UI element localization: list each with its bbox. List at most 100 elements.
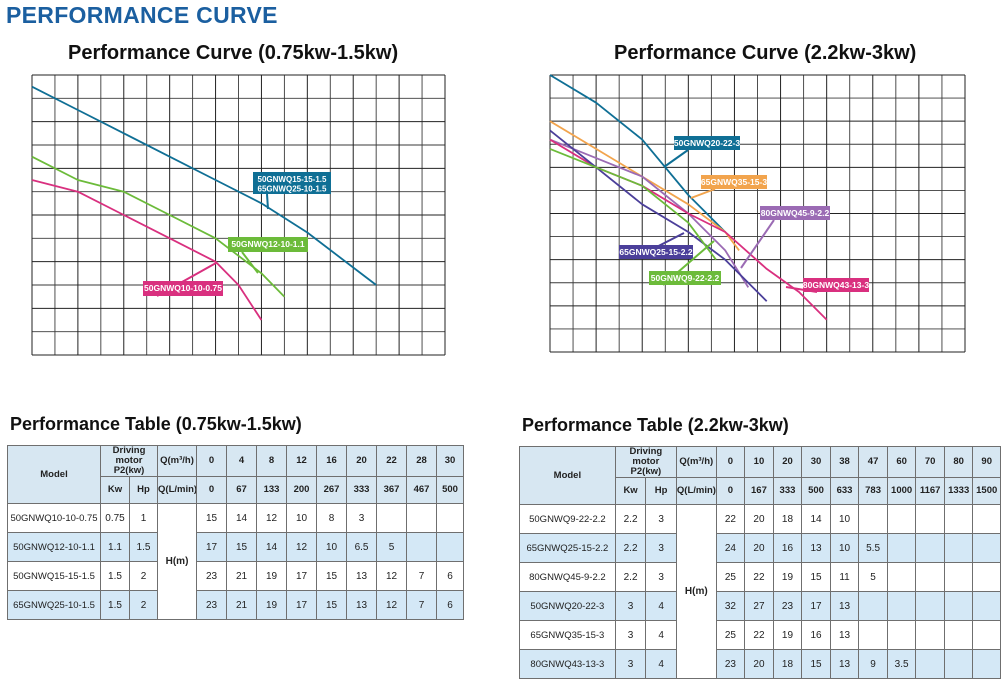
- head-value-cell: [886, 562, 917, 592]
- head-value-cell: 9: [858, 649, 888, 679]
- table1-title: Performance Table (0.75kw-1.5kw): [10, 414, 302, 434]
- head-value-cell: 18: [772, 504, 803, 534]
- head-value-cell: 15: [316, 590, 348, 620]
- flow-lmin-cell: 500: [436, 476, 465, 504]
- head-value-cell: [972, 620, 1001, 650]
- series-leader-line: [663, 149, 689, 168]
- series-line: [549, 74, 726, 233]
- head-value-cell: 23: [715, 649, 746, 679]
- head-value-cell: 19: [256, 590, 288, 620]
- flow-m3h-cell: 90: [972, 446, 1001, 478]
- flow-m3h-cell: 60: [886, 446, 917, 478]
- head-value-cell: [943, 504, 974, 534]
- head-value-cell: 6: [436, 590, 465, 620]
- head-value-cell: 10: [829, 533, 860, 563]
- flow-lmin-cell: 0: [715, 477, 746, 505]
- flow-lmin-cell: 1333: [943, 477, 974, 505]
- head-value-cell: 12: [376, 561, 408, 591]
- flow-lmin-cell: 167: [744, 477, 774, 505]
- head-value-cell: [858, 591, 888, 621]
- head-value-cell: 23: [196, 590, 228, 620]
- head-value-cell: [972, 533, 1001, 563]
- series-label: 50GNWQ20-22-3: [674, 138, 740, 148]
- head-value-cell: 21: [226, 590, 258, 620]
- flow-m3h-cell: 70: [915, 446, 945, 478]
- head-value-cell: 10: [829, 504, 860, 534]
- head-value-cell: [915, 533, 945, 563]
- flow-lmin-cell: 367: [376, 476, 408, 504]
- series-leader-line: [740, 219, 775, 269]
- head-value-cell: 13: [829, 620, 860, 650]
- head-value-cell: [943, 620, 974, 650]
- kw-cell: 3: [614, 649, 647, 679]
- kw-cell: 1.5: [100, 590, 130, 620]
- series-label: 80GNWQ43-13-3: [803, 280, 869, 290]
- head-value-cell: 20: [744, 649, 774, 679]
- flow-m3h-cell: 30: [436, 445, 465, 477]
- q-lmin-header: Q(L/min): [675, 477, 717, 505]
- flow-lmin-cell: 0: [196, 476, 228, 504]
- head-value-cell: 19: [772, 620, 803, 650]
- head-label-cell: H(m): [675, 504, 717, 679]
- head-value-cell: 3: [346, 503, 378, 533]
- head-value-cell: [406, 532, 438, 562]
- head-value-cell: 24: [715, 533, 746, 563]
- flow-lmin-cell: 1500: [972, 477, 1001, 505]
- model-cell: 80GNWQ43-13-3: [519, 649, 616, 679]
- table-row: 65GNWQ25-15-2.2 2.2 3 24 20 16 13 10 5.5: [519, 533, 1001, 563]
- head-value-cell: 18: [772, 649, 803, 679]
- head-value-cell: 13: [829, 649, 860, 679]
- series-label-box: [803, 278, 869, 292]
- flow-m3h-cell: 20: [346, 445, 378, 477]
- head-value-cell: [915, 504, 945, 534]
- q-m3h-header: Q(m³/h): [157, 445, 198, 477]
- flow-m3h-cell: 12: [286, 445, 318, 477]
- series-label: 80GNWQ45-9-2.2: [761, 208, 830, 218]
- chart2-plot: 50GNWQ20-22-3 65GNWQ35-15-3 80GNWQ45-9-2.2…: [549, 74, 966, 353]
- head-value-cell: [972, 649, 1001, 679]
- head-value-cell: 15: [801, 649, 831, 679]
- series-label-box: [253, 172, 331, 194]
- model-cell: 50GNWQ12-10-1.1: [7, 532, 101, 562]
- table-row: 65GNWQ25-10-1.5 1.5 2 23 21 19 17 15 13 12 7 6: [7, 590, 465, 620]
- hp-cell: 2: [128, 561, 159, 591]
- series-label-box: [619, 245, 693, 259]
- head-value-cell: 23: [196, 561, 228, 591]
- head-value-cell: [972, 591, 1001, 621]
- flow-m3h-cell: 20: [772, 446, 803, 478]
- model-cell: 65GNWQ25-10-1.5: [7, 590, 101, 620]
- series-label-box: [674, 136, 740, 150]
- page-title: PERFORMANCE CURVE: [6, 2, 278, 28]
- head-value-cell: 20: [744, 533, 774, 563]
- head-value-cell: 10: [316, 532, 348, 562]
- flow-m3h-cell: 0: [715, 446, 746, 478]
- head-value-cell: 22: [744, 562, 774, 592]
- model-cell: 80GNWQ45-9-2.2: [519, 562, 616, 592]
- flow-m3h-cell: 16: [316, 445, 348, 477]
- head-value-cell: 15: [316, 561, 348, 591]
- table-row: 80GNWQ43-13-3 3 4 23 20 18 15 13 9 3.5: [519, 649, 1001, 679]
- head-value-cell: [943, 562, 974, 592]
- kw-cell: 3: [614, 620, 647, 650]
- model-cell: 50GNWQ9-22-2.2: [519, 504, 616, 534]
- hp-header: Hp: [645, 477, 677, 505]
- series-label: 50GNWQ9-22-2.2: [651, 273, 720, 283]
- head-value-cell: [858, 504, 888, 534]
- series-line: [31, 179, 263, 321]
- head-value-cell: 11: [829, 562, 860, 592]
- table1: Model Driving motor P2(kw) Q(m³/h) 0 4 8 12 16 2…: [7, 445, 465, 620]
- model-cell: 65GNWQ25-15-2.2: [519, 533, 616, 563]
- table-row: 50GNWQ12-10-1.1 1.1 1.5 17 15 14 12 10 6.5 5: [7, 532, 465, 562]
- head-value-cell: 5: [376, 532, 408, 562]
- model-cell: 50GNWQ10-10-0.75: [7, 503, 101, 533]
- series-label-box: [701, 175, 767, 189]
- series-line: [549, 148, 717, 261]
- kw-cell: 3: [614, 591, 647, 621]
- head-value-cell: 10: [286, 503, 318, 533]
- flow-lmin-cell: 333: [772, 477, 803, 505]
- flow-m3h-cell: 8: [256, 445, 288, 477]
- flow-m3h-cell: 22: [376, 445, 408, 477]
- head-value-cell: [915, 620, 945, 650]
- head-value-cell: 14: [226, 503, 258, 533]
